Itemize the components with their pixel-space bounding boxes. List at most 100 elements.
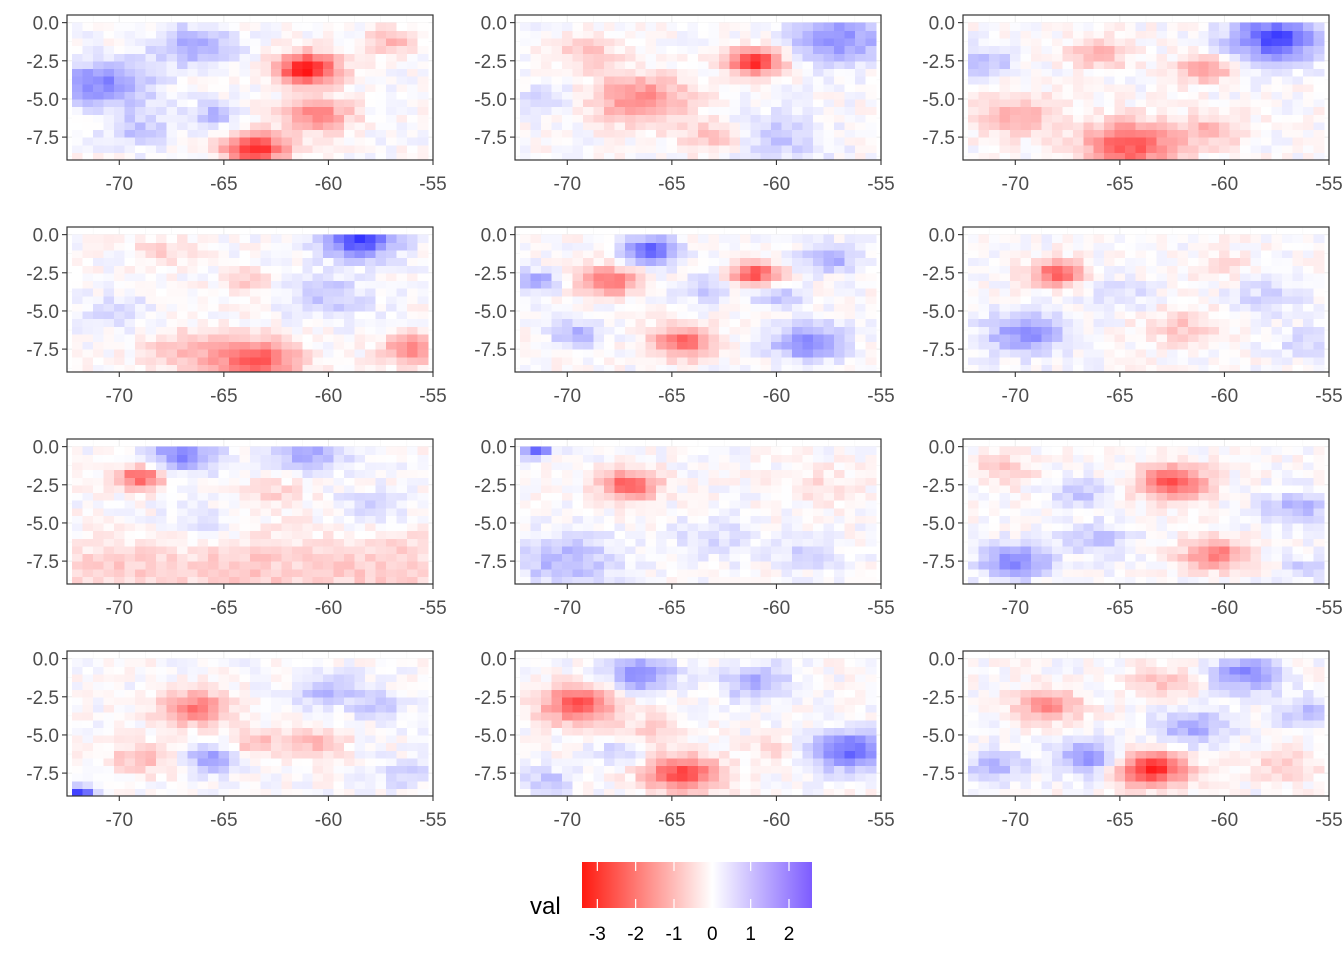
heatmap-cell: [72, 500, 84, 509]
heatmap-cell: [417, 83, 429, 92]
heatmap-cell: [593, 83, 605, 92]
heatmap-cell: [1261, 22, 1273, 31]
heatmap-cell: [124, 265, 136, 274]
heatmap-cell: [291, 30, 303, 39]
heatmap-cell: [1135, 76, 1147, 85]
heatmap-cell: [270, 515, 282, 524]
heatmap-cell: [260, 22, 272, 31]
heatmap-cell: [635, 83, 647, 92]
x-tick-label: -70: [554, 386, 581, 407]
heatmap-cell: [999, 45, 1011, 54]
heatmap-cell: [520, 60, 532, 70]
heatmap-cell: [281, 76, 293, 85]
heatmap-cell: [197, 446, 209, 455]
heatmap-cell: [1261, 257, 1273, 266]
heatmap-cell: [1156, 76, 1168, 85]
heatmap-cell: [718, 272, 730, 282]
heatmap-cell: [155, 364, 167, 373]
heatmap-cell: [82, 303, 94, 312]
heatmap-cell: [813, 356, 825, 365]
heatmap-cell: [572, 349, 584, 358]
heatmap-cell: [1302, 341, 1314, 350]
heatmap-cell: [624, 280, 636, 289]
heatmap-cell: [114, 530, 126, 539]
heatmap-cell: [291, 356, 303, 365]
heatmap-cell: [978, 144, 990, 153]
heatmap-cell: [844, 22, 856, 31]
heatmap-cell: [635, 68, 647, 77]
heatmap-cell: [750, 295, 762, 304]
heatmap-cell: [823, 234, 835, 243]
heatmap-cell: [93, 137, 105, 146]
heatmap-cell: [624, 83, 636, 92]
heatmap-cell: [792, 30, 804, 39]
heatmap-cell: [229, 234, 241, 243]
heatmap-cell: [854, 22, 866, 31]
heatmap-cell: [750, 242, 762, 251]
heatmap-cell: [551, 522, 563, 532]
heatmap-cell: [229, 333, 241, 343]
heatmap-cell: [1177, 53, 1189, 62]
heatmap-cell: [333, 272, 345, 282]
heatmap-cell: [1261, 60, 1273, 70]
facet-panel-5: 0.0-2.5-5.0-7.5-70 -65 -60 -55: [474, 226, 894, 407]
heatmap-cell: [677, 461, 689, 471]
heatmap-cell: [1250, 333, 1262, 343]
heatmap-cell: [114, 265, 126, 274]
facet-panel-4: 0.0-2.5-5.0-7.5-70 -65 -60 -55: [26, 226, 446, 407]
heatmap-cell: [739, 45, 751, 54]
heatmap-cell: [823, 272, 835, 282]
heatmap-cell: [1156, 257, 1168, 266]
heatmap-cell: [302, 545, 314, 555]
heatmap-cell: [802, 91, 814, 100]
heatmap-cell: [333, 83, 345, 92]
heatmap-cell: [1083, 22, 1095, 31]
heatmap-cell: [72, 492, 84, 501]
heatmap-cell: [1208, 37, 1220, 47]
heatmap-cell: [239, 37, 251, 47]
heatmap-cell: [291, 152, 303, 161]
heatmap-cell: [541, 22, 553, 31]
heatmap-cell: [260, 318, 272, 327]
heatmap-cell: [134, 121, 147, 131]
heatmap-cell: [385, 30, 397, 39]
heatmap-cell: [854, 242, 866, 251]
heatmap-cell: [1104, 288, 1116, 297]
heatmap-cell: [1114, 295, 1126, 304]
heatmap-cell: [365, 68, 377, 77]
heatmap-cell: [1010, 83, 1022, 92]
heatmap-cell: [624, 137, 636, 146]
heatmap-cell: [854, 137, 866, 146]
heatmap-cell: [1093, 280, 1105, 289]
heatmap-cell: [698, 68, 710, 77]
heatmap-cell: [1051, 68, 1063, 77]
heatmap-cell: [124, 114, 136, 123]
heatmap-cell: [1219, 76, 1231, 85]
heatmap-cell: [781, 30, 793, 39]
heatmap-cell: [134, 272, 147, 282]
heatmap-cell: [802, 341, 814, 350]
heatmap-cell: [603, 576, 615, 585]
heatmap-cell: [1313, 326, 1325, 335]
heatmap-cell: [197, 91, 209, 100]
heatmap-cell: [582, 53, 595, 62]
heatmap-cell: [572, 106, 584, 115]
heatmap-cell: [208, 484, 220, 494]
heatmap-cell: [1125, 83, 1137, 92]
heatmap-cell: [114, 553, 126, 562]
heatmap-cell: [541, 561, 553, 570]
heatmap-cell: [1281, 83, 1293, 92]
heatmap-cell: [792, 303, 804, 312]
heatmap-cell: [1219, 37, 1231, 47]
heatmap-cell: [541, 318, 553, 327]
heatmap-cell: [270, 492, 282, 501]
heatmap-cell: [844, 280, 856, 289]
heatmap-cell: [792, 91, 804, 100]
facet-panel-1: 0.0-2.5-5.0-7.5-70 -65 -60 -55: [26, 14, 446, 195]
heatmap-cell: [698, 280, 710, 289]
heatmap-cell: [302, 37, 314, 47]
heatmap-cell: [365, 341, 377, 350]
heatmap-cell: [739, 349, 751, 358]
heatmap-cell: [989, 106, 1001, 115]
heatmap-cell: [270, 68, 282, 77]
